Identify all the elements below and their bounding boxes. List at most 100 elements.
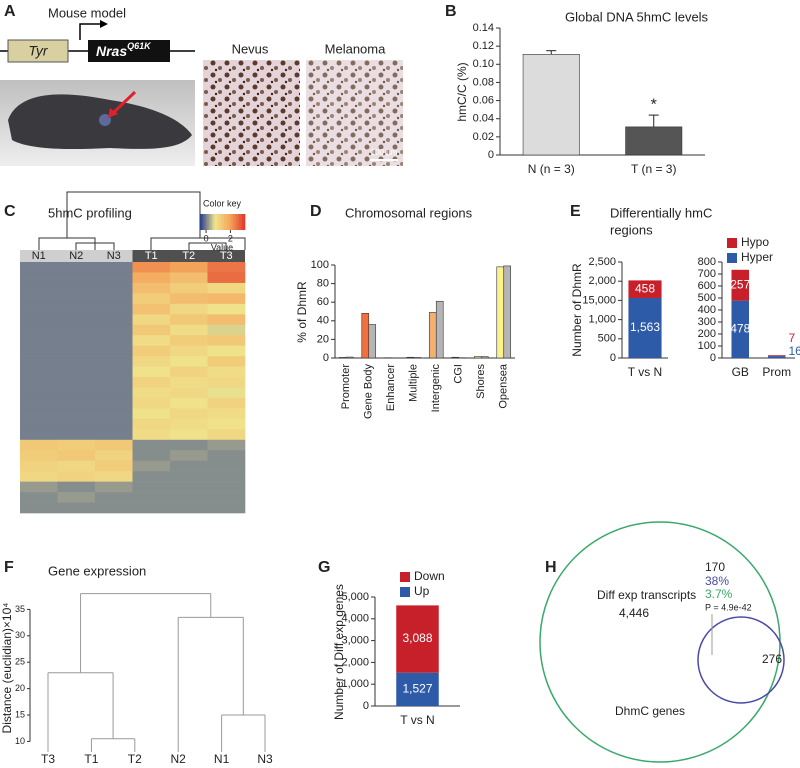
y-tick-label: 15,000 xyxy=(582,294,616,306)
y-tick-label: 2,000 xyxy=(341,656,369,668)
chart-title: Chromosomal regions xyxy=(345,205,473,220)
heat-cell xyxy=(207,397,246,409)
heat-cell xyxy=(57,492,96,503)
heat-cell xyxy=(170,282,208,294)
heat-cell xyxy=(132,492,171,503)
heat-cell xyxy=(95,450,133,462)
bar xyxy=(731,269,750,301)
colorbar-step xyxy=(207,214,210,230)
leaf-label: N3 xyxy=(257,752,273,766)
gene-label: NrasQ61K xyxy=(96,41,152,58)
promoter-label: Tyr xyxy=(28,43,49,59)
y-tick-label: 0.14 xyxy=(473,22,494,34)
y-tick-label: 0 xyxy=(710,352,716,364)
bar xyxy=(361,313,370,359)
column-label: N3 xyxy=(107,250,121,262)
bar xyxy=(625,126,683,156)
heat-cell xyxy=(20,324,58,336)
y-tick-label: 35 xyxy=(15,604,25,614)
heat-cell xyxy=(132,366,171,378)
value-label: 1,563 xyxy=(630,320,660,334)
heat-cell xyxy=(95,481,133,493)
heat-cell xyxy=(20,397,58,409)
heat-cell xyxy=(95,366,133,378)
heat-cell xyxy=(170,314,208,326)
x-tick-label: Enhancer xyxy=(385,364,397,411)
heat-cell xyxy=(170,366,208,378)
heat-cell xyxy=(170,345,208,357)
heat-cell xyxy=(132,303,171,315)
heat-cell xyxy=(207,481,246,493)
heat-cell xyxy=(95,377,133,388)
arrow-head xyxy=(108,108,118,118)
heat-cell xyxy=(207,460,246,472)
heat-cell xyxy=(95,439,133,451)
y-tick-label: 60 xyxy=(317,296,329,308)
y-tick-label: 200 xyxy=(698,328,716,340)
value-label: 16 xyxy=(789,344,800,358)
image-label: Nevus xyxy=(232,41,269,56)
x-tick-label: T vs N xyxy=(400,713,434,727)
heat-cell xyxy=(207,293,246,305)
venn-circle xyxy=(697,616,785,704)
heat-cell xyxy=(170,293,208,305)
heat-cell xyxy=(95,387,133,399)
x-tick-label: Intergenic xyxy=(430,364,442,413)
panel-a: Mouse model Tyr NrasQ61K Nevus Melanoma … xyxy=(0,5,403,166)
colorbar-step xyxy=(206,214,208,230)
y-tick-label: 1,000 xyxy=(341,678,369,690)
colorbar-step xyxy=(239,214,241,230)
y-tick-label: 40 xyxy=(317,315,329,327)
colorbar-step xyxy=(227,214,229,230)
value-label: 458 xyxy=(635,281,655,295)
colorbar-tick-label: 2 xyxy=(228,233,233,243)
x-tick-label: Opensea xyxy=(498,363,510,409)
y-tick-label: 0 xyxy=(363,700,369,712)
leaf-label: T2 xyxy=(128,752,142,766)
y-tick-label: 0.12 xyxy=(473,40,494,52)
heat-cell xyxy=(170,502,208,514)
legend-label: Down xyxy=(414,569,445,583)
heat-cell xyxy=(207,429,246,441)
bar xyxy=(628,297,662,358)
colorbar-step xyxy=(209,214,211,230)
panel-label: F xyxy=(4,559,14,576)
heat-cell xyxy=(57,262,96,273)
y-tick-label: 2,500 xyxy=(588,256,616,268)
leaf-label: T3 xyxy=(41,752,55,766)
heat-cell xyxy=(207,502,246,514)
y-tick-label: 100 xyxy=(311,259,329,271)
heat-cell xyxy=(95,282,133,294)
heat-cell xyxy=(132,429,171,441)
heat-cell xyxy=(132,335,171,346)
y-tick-label: 20 xyxy=(15,683,25,693)
y-tick-label: 15 xyxy=(15,709,25,719)
colorbar-step xyxy=(242,214,244,230)
chart-title: regions xyxy=(610,222,653,237)
heat-cell xyxy=(20,282,58,294)
heat-cell xyxy=(95,314,133,326)
heat-cell xyxy=(57,397,96,409)
chart-title: Gene expression xyxy=(48,563,146,578)
heat-cell xyxy=(57,387,96,399)
lesion xyxy=(99,114,111,126)
heat-cell xyxy=(132,387,171,399)
y-tick-label: 30 xyxy=(15,630,25,640)
heat-cell xyxy=(170,460,208,472)
heat-cell xyxy=(57,408,96,420)
heat-cell xyxy=(57,460,96,472)
y-tick-label: 0.02 xyxy=(473,131,494,143)
colorbar-step xyxy=(225,214,228,230)
y-tick-label: 0.06 xyxy=(473,94,494,106)
value-label: 7 xyxy=(789,331,796,345)
x-tick-label: GB xyxy=(732,365,749,379)
dendro-branch xyxy=(38,237,96,250)
heat-cell xyxy=(170,335,208,346)
panel-label: B xyxy=(445,3,457,20)
heat-cell xyxy=(132,345,171,357)
x-tick-label: Shores xyxy=(475,364,487,399)
heat-cell xyxy=(170,492,208,503)
colorbar-step xyxy=(236,214,238,230)
melanoma-image xyxy=(306,60,403,166)
heat-cell xyxy=(57,356,96,367)
